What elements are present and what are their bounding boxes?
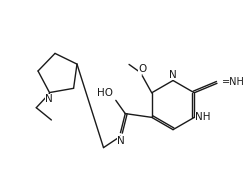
- Text: NH: NH: [195, 112, 211, 122]
- Text: HO: HO: [97, 88, 113, 98]
- Text: =NH: =NH: [222, 77, 245, 87]
- Text: N: N: [169, 70, 177, 80]
- Text: O: O: [138, 64, 146, 74]
- Text: N: N: [117, 136, 124, 146]
- Text: N: N: [45, 93, 52, 104]
